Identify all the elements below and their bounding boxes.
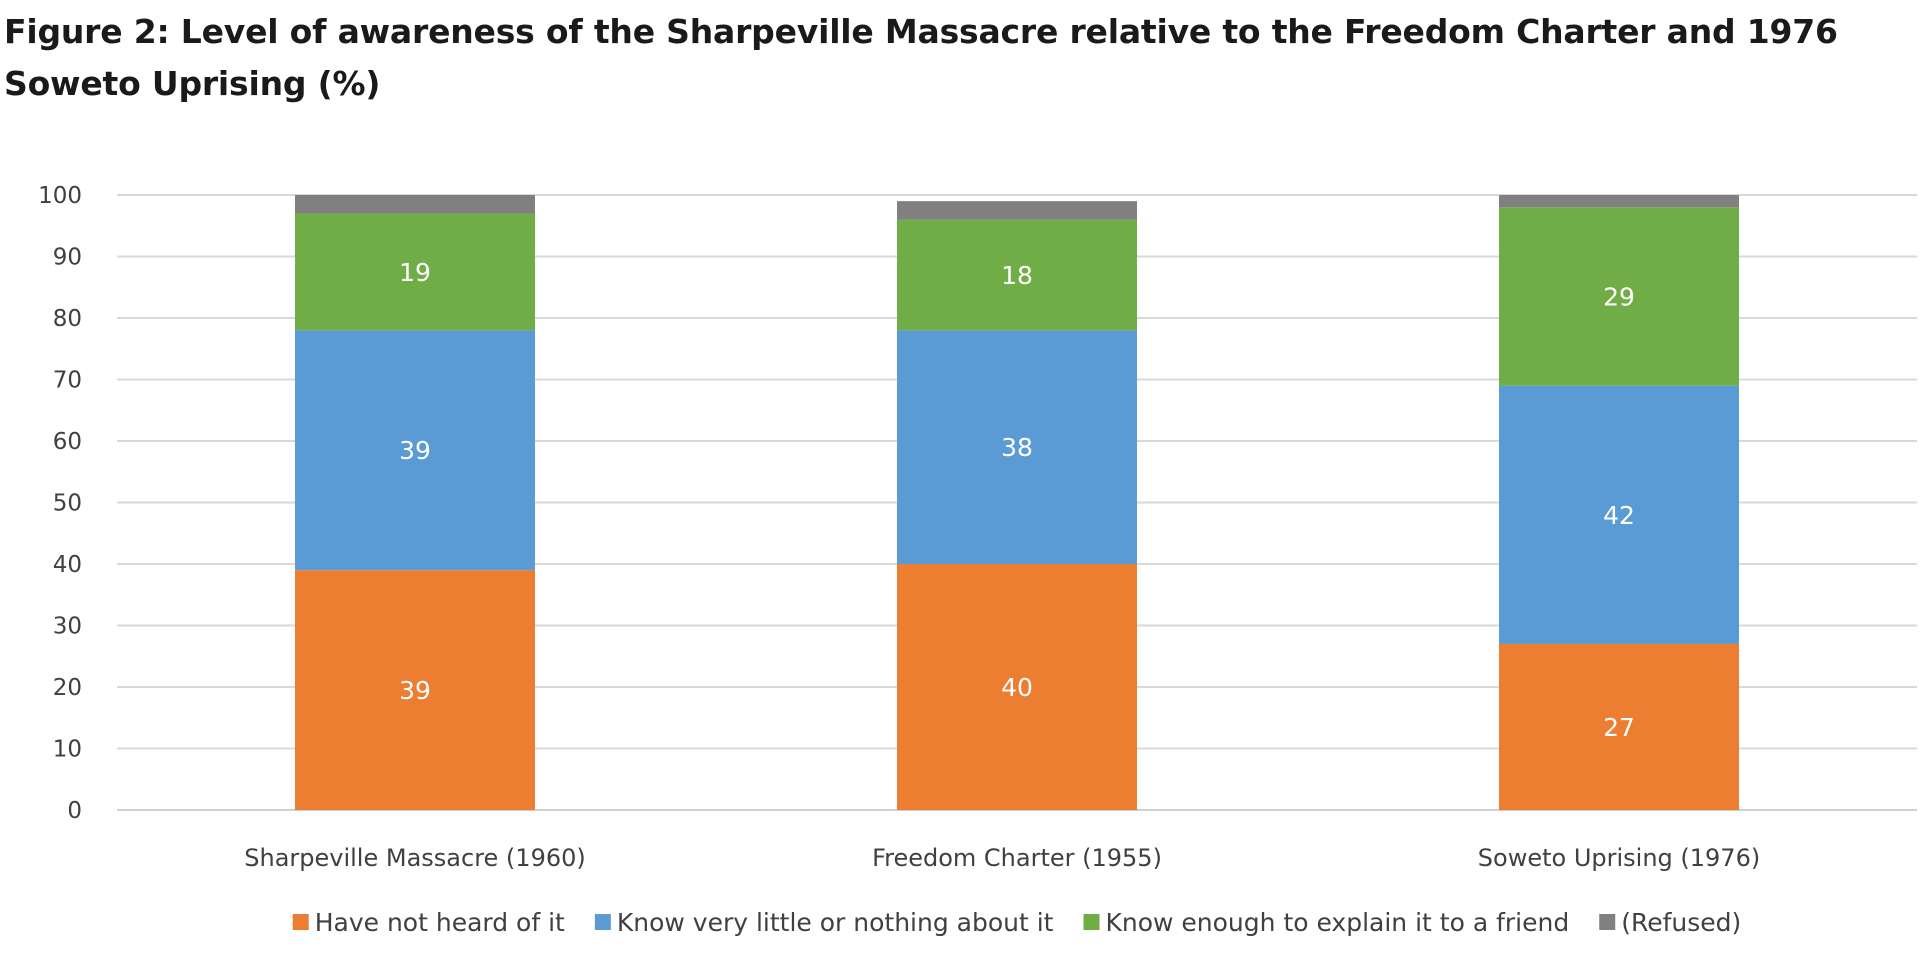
legend-label: Have not heard of it	[315, 908, 565, 937]
data-label: 39	[399, 436, 431, 465]
bar-segment	[897, 330, 1137, 564]
bar-segment	[1499, 207, 1739, 386]
legend-item: Know very little or nothing about it	[594, 908, 1054, 937]
x-category-label: Soweto Uprising (1976)	[1478, 844, 1760, 872]
data-label: 18	[1001, 261, 1033, 290]
y-tick-label: 80	[53, 306, 82, 332]
legend-swatch	[1599, 914, 1616, 930]
legend-swatch	[1083, 914, 1100, 930]
x-category-label: Sharpeville Massacre (1960)	[244, 844, 585, 872]
legend-label: Know enough to explain it to a friend	[1105, 908, 1569, 937]
data-label: 38	[1001, 433, 1033, 462]
y-tick-label: 40	[53, 552, 82, 578]
y-tick-label: 90	[53, 245, 82, 271]
legend-swatch	[292, 914, 309, 930]
data-label: 27	[1603, 713, 1635, 742]
bar-segment	[1499, 195, 1739, 208]
y-tick-label: 50	[53, 491, 82, 517]
y-tick-label: 100	[38, 183, 82, 209]
data-label: 42	[1603, 501, 1635, 530]
legend-label: Know very little or nothing about it	[617, 908, 1054, 937]
bars	[295, 195, 1739, 810]
legend: Have not heard of it Know very little or …	[292, 908, 1741, 937]
y-tick-label: 70	[53, 368, 82, 394]
data-label: 39	[399, 676, 431, 705]
y-tick-label: 60	[53, 429, 82, 455]
x-category-label: Freedom Charter (1955)	[872, 844, 1162, 872]
bar-segment	[295, 213, 535, 331]
data-labels: 39 39 19 40 38 18 27 42 29	[399, 258, 1635, 742]
legend-label: (Refused)	[1621, 908, 1741, 937]
bar-segment	[295, 330, 535, 571]
y-tick-label: 0	[67, 798, 82, 824]
bar-segment	[897, 219, 1137, 331]
legend-item: (Refused)	[1599, 908, 1741, 937]
y-tick-label: 10	[53, 737, 82, 763]
legend-item: Know enough to explain it to a friend	[1083, 908, 1569, 937]
data-label: 40	[1001, 673, 1033, 702]
x-axis-labels: Sharpeville Massacre (1960) Freedom Chart…	[244, 844, 1760, 872]
data-label: 29	[1603, 282, 1635, 311]
data-label: 19	[399, 258, 431, 287]
y-tick-label: 30	[53, 614, 82, 640]
y-axis-ticks: 0 10 20 30 40 50 60 70 80 90 100	[38, 183, 82, 824]
bar-segment	[1499, 643, 1739, 810]
legend-item: Have not heard of it	[292, 908, 565, 937]
bar-segment	[295, 195, 535, 214]
bar-segment	[295, 570, 535, 810]
legend-swatch	[594, 914, 611, 930]
bar-segment	[1499, 385, 1739, 644]
y-tick-label: 20	[53, 675, 82, 701]
bar-segment	[897, 564, 1137, 810]
chart-title: Figure 2: Level of awareness of the Shar…	[4, 12, 1838, 103]
bar-segment	[897, 201, 1137, 220]
